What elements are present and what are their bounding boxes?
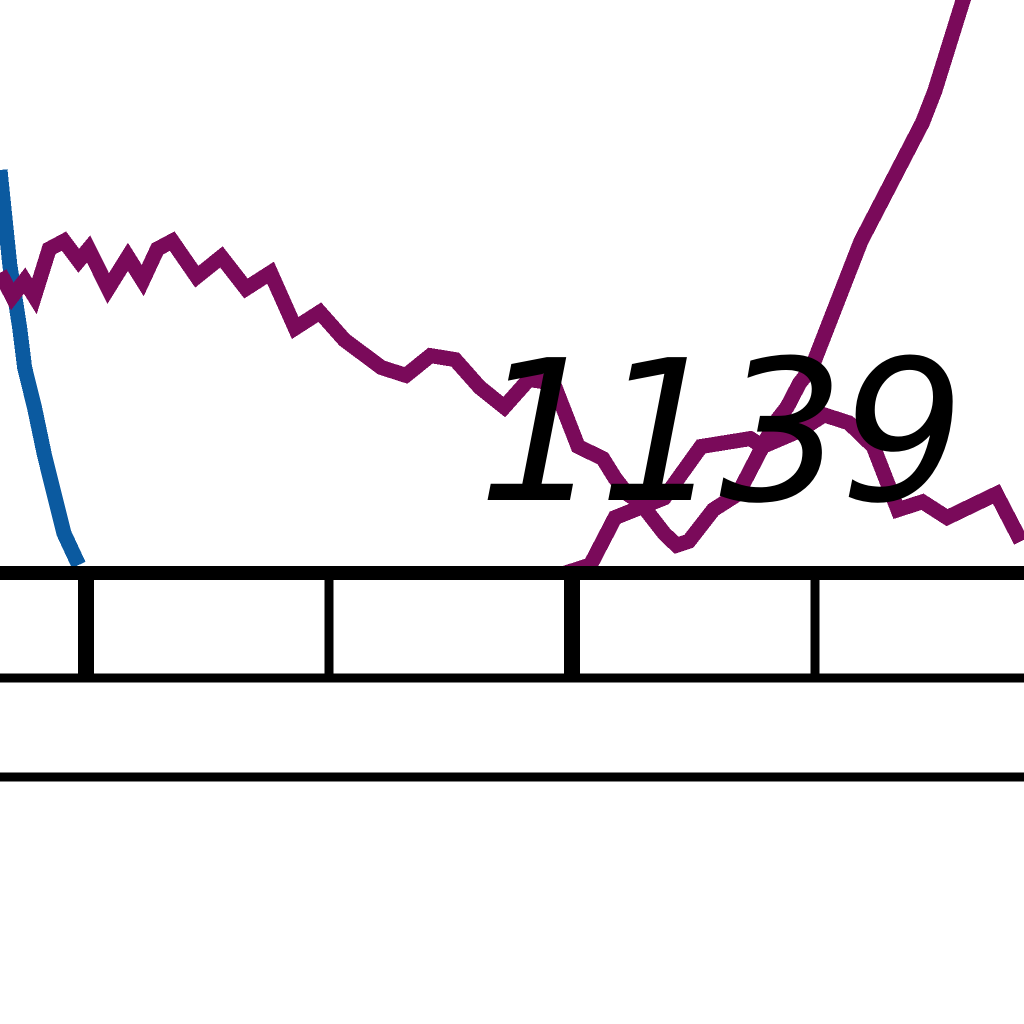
series-line-3 bbox=[563, 406, 1024, 581]
x-tick-1 bbox=[78, 573, 94, 678]
series-line-1 bbox=[0, 169, 86, 569]
axis-rule-1 bbox=[0, 566, 1024, 580]
axis-rule-3 bbox=[0, 772, 1024, 782]
series-line-2 bbox=[0, 0, 971, 554]
x-tick-2 bbox=[324, 573, 334, 678]
x-tick-3 bbox=[564, 573, 580, 678]
axis-rule-2 bbox=[0, 673, 1024, 683]
chart-annotation-value: 1139 bbox=[478, 319, 965, 547]
x-tick-4 bbox=[810, 573, 820, 678]
series-layer bbox=[0, 0, 1024, 581]
x-axis bbox=[0, 566, 1024, 782]
